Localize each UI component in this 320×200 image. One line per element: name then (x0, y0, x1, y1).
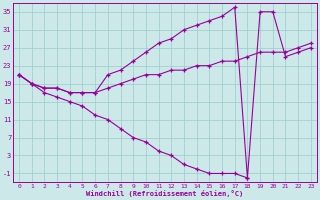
X-axis label: Windchill (Refroidissement éolien,°C): Windchill (Refroidissement éolien,°C) (86, 190, 244, 197)
